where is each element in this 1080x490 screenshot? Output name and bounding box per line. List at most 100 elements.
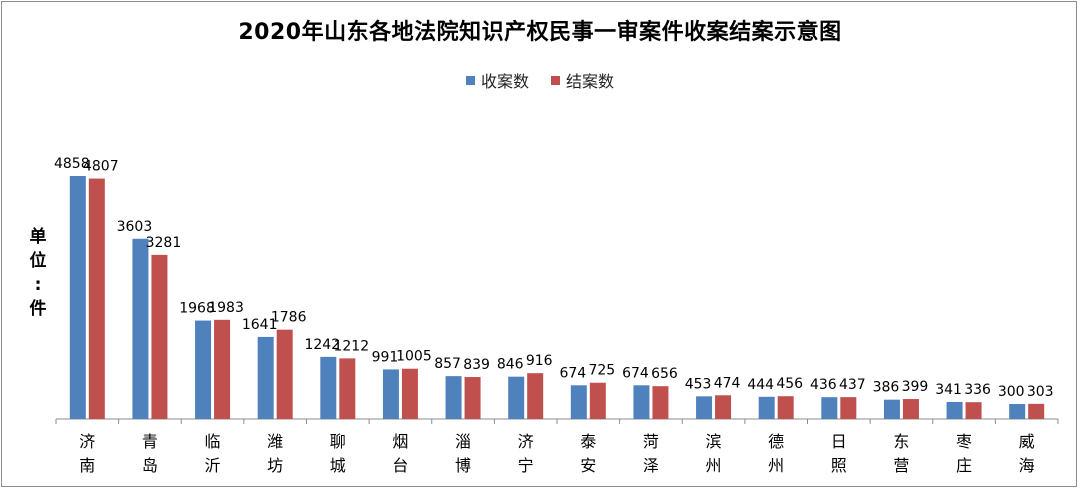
bar-received [508,376,525,419]
bar-closed [777,396,794,419]
x-tick-label: 济 [518,432,534,451]
data-label-closed: 1983 [208,300,244,316]
data-label-received: 857 [434,356,461,372]
bar-received [132,238,149,419]
data-label-closed: 474 [714,375,741,391]
bar-received [1009,403,1026,419]
x-tick-label: 博 [455,456,471,475]
legend-item-closed: 结案数 [551,68,614,92]
y-axis-unit-label: 单 位 : 件 [28,225,48,321]
x-tick-label: 潍 [267,432,283,451]
data-label-closed: 456 [776,376,803,392]
legend-swatch-received [465,75,475,85]
data-label-received: 1641 [242,317,278,333]
data-label-received: 3603 [117,219,153,235]
bar-received [883,399,900,419]
bar-closed [151,254,168,419]
bar-closed [214,319,231,419]
data-label-closed: 303 [1027,384,1054,400]
bar-closed [527,373,544,419]
data-label-closed: 1212 [333,338,369,354]
data-label-received: 436 [810,377,837,393]
bar-closed [840,397,857,419]
x-tick-label: 东 [893,432,909,451]
legend-swatch-closed [551,75,560,85]
bar-received [320,356,337,419]
data-label-closed: 1005 [396,349,432,365]
x-tick-label: 枣 [956,432,972,451]
data-label-received: 991 [372,349,399,365]
bar-received [570,385,587,419]
data-label-received: 386 [873,380,900,396]
bar-received [382,369,399,419]
data-label-received: 1242 [304,337,340,353]
x-tick-label: 泰 [580,432,596,451]
x-tick-label: 台 [392,456,408,475]
data-label-closed: 916 [526,353,553,369]
legend-item-received: 收案数 [465,68,529,92]
bar-closed [276,329,293,419]
data-label-closed: 1786 [271,310,307,326]
data-label-closed: 4807 [83,159,119,175]
legend-label-received: 收案数 [480,72,529,91]
data-label-received: 453 [685,376,712,392]
x-tick-label: 安 [580,456,596,475]
x-tick-label: 沂 [205,456,221,475]
x-tick-label: 日 [831,432,847,451]
bar-closed [401,368,418,419]
bar-received [758,396,775,419]
x-tick-label: 威 [1019,432,1035,451]
data-label-received: 674 [622,365,649,381]
bar-received [69,176,86,419]
x-tick-label: 德 [768,432,784,451]
bar-closed [464,377,481,419]
y-unit-char: 位 [29,251,47,271]
data-label-received: 341 [935,382,962,398]
x-tick-label: 临 [205,432,221,451]
data-label-received: 1968 [179,301,215,317]
bar-closed [715,395,732,419]
bar-received [696,396,713,419]
bar-received [257,336,274,419]
data-label-received: 674 [559,365,586,381]
chart-legend: 收案数 结案数 [0,68,1080,92]
data-label-closed: 437 [839,377,866,393]
bar-received [445,376,462,419]
bar-received [195,320,212,419]
bar-closed [1028,403,1045,419]
bar-closed [88,178,105,419]
x-tick-label: 泽 [643,456,659,475]
x-tick-label: 城 [330,456,346,475]
bar-closed [652,386,669,419]
x-tick-label: 海 [1019,456,1035,475]
data-label-received: 300 [998,384,1025,400]
x-tick-label: 岛 [142,456,158,475]
data-label-closed: 336 [964,382,991,398]
chart-title: 2020年山东各地法院知识产权民事一审案件收案结案示意图 [238,20,842,45]
x-tick-label: 坊 [267,456,283,475]
x-tick-label: 淄 [455,432,471,451]
data-label-closed: 656 [651,366,678,382]
data-label-closed: 725 [588,363,615,379]
y-unit-char: 件 [29,299,47,319]
data-label-closed: 3281 [146,235,182,251]
x-tick-label: 滨 [706,432,722,451]
bar-closed [965,402,982,419]
x-tick-label: 菏 [643,432,659,451]
x-tick-label: 宁 [518,456,534,475]
x-tick-label: 照 [831,456,847,475]
x-tick-label: 州 [768,456,784,475]
x-tick-label: 烟 [392,432,408,451]
bar-closed [589,382,606,419]
data-label-received: 444 [747,377,774,393]
x-tick-label: 州 [706,456,722,475]
x-tick-label: 青 [142,432,158,451]
data-label-closed: 399 [902,379,929,395]
x-tick-label: 庄 [956,456,972,475]
data-label-received: 846 [497,357,524,373]
legend-label-closed: 结案数 [566,72,615,91]
x-tick-label: 营 [893,456,909,475]
x-tick-label: 济 [79,432,95,451]
bar-received [821,397,838,419]
